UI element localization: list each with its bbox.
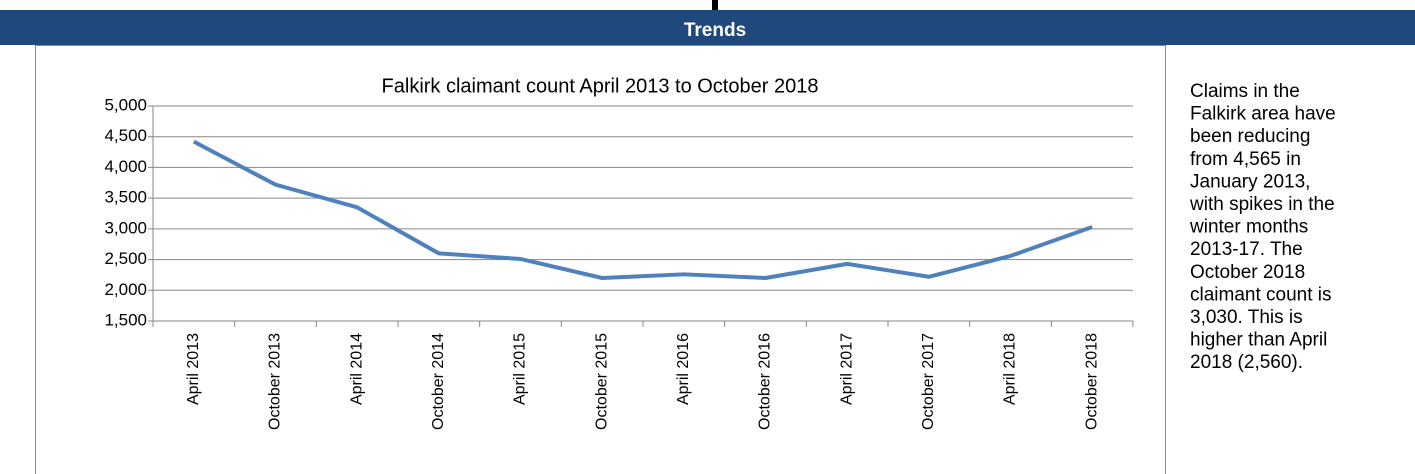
y-tick-label: 3,000 bbox=[104, 218, 147, 237]
header-title: Trends bbox=[684, 20, 746, 41]
y-tick-label: 4,000 bbox=[104, 157, 147, 176]
sidebar-text: been reducing bbox=[1190, 126, 1310, 147]
sidebar-text: winter months bbox=[1189, 217, 1308, 238]
sidebar-text: 3,030. This is bbox=[1190, 307, 1303, 328]
x-tick-label: October 2013 bbox=[267, 333, 284, 430]
y-tick-label: 2,500 bbox=[104, 249, 147, 268]
sidebar-text: Falkirk area have bbox=[1190, 104, 1336, 125]
x-tick-label: April 2017 bbox=[838, 333, 855, 405]
data-line bbox=[192, 139, 1093, 280]
sidebar-text: Claims in the bbox=[1190, 81, 1300, 102]
sidebar-text: higher than April bbox=[1190, 330, 1327, 351]
x-tick-label: April 2013 bbox=[185, 333, 202, 405]
x-tick-label: October 2018 bbox=[1083, 333, 1100, 430]
x-tick-label: April 2018 bbox=[1002, 333, 1019, 405]
x-tick-label: October 2015 bbox=[593, 333, 610, 430]
sidebar-text: October 2018 bbox=[1190, 262, 1305, 283]
sidebar-text: 2013-17. The bbox=[1190, 239, 1303, 260]
x-tick-label: October 2017 bbox=[920, 333, 937, 430]
sidebar-text: 2018 (2,560). bbox=[1190, 352, 1303, 373]
sidebar-text: with spikes in the bbox=[1189, 194, 1335, 215]
connector bbox=[712, 0, 718, 12]
y-tick-label: 3,500 bbox=[104, 188, 147, 207]
header-bar bbox=[0, 10, 1415, 45]
chart-title: Falkirk claimant count April 2013 to Oct… bbox=[382, 75, 819, 97]
x-tick-label: April 2014 bbox=[348, 333, 365, 405]
y-tick-label: 2,000 bbox=[104, 280, 147, 299]
y-tick-label: 5,000 bbox=[104, 95, 147, 114]
x-tick-label: April 2015 bbox=[512, 333, 529, 405]
sidebar-text: claimant count is bbox=[1190, 284, 1332, 305]
x-tick-label: April 2016 bbox=[675, 333, 692, 405]
sidebar-text: from 4,565 in bbox=[1190, 149, 1301, 170]
sidebar-text: January 2013, bbox=[1190, 171, 1310, 192]
y-tick-label: 4,500 bbox=[104, 126, 147, 145]
x-tick-label: October 2014 bbox=[430, 333, 447, 430]
x-tick-label: October 2016 bbox=[757, 333, 774, 430]
y-tick-label: 1,500 bbox=[104, 310, 147, 329]
